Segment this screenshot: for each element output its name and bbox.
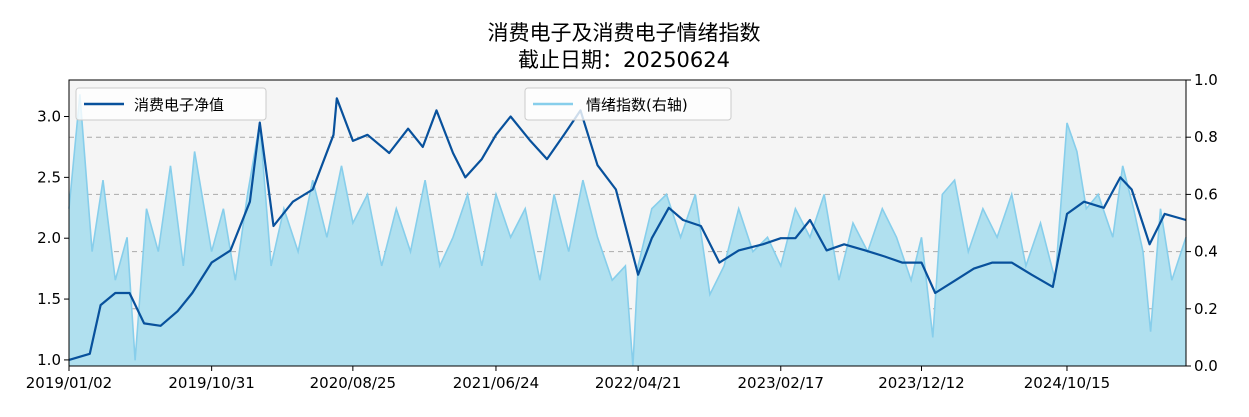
- right-tick-label-2: 0.4: [1194, 243, 1218, 261]
- chart-title: 消费电子及消费电子情绪指数: [488, 21, 761, 45]
- right-tick-label-1: 0.2: [1194, 300, 1218, 318]
- left-tick-label-0: 1.0: [37, 351, 61, 369]
- left-tick-label-2: 2.0: [37, 229, 61, 247]
- plot-frame: [68, 79, 1187, 367]
- sentiment-area: [69, 94, 1186, 367]
- left-axis: 1.0 1.5 2.0 2.5 3.0: [37, 108, 69, 369]
- legend-sentiment-label: 情绪指数(右轴): [586, 96, 688, 114]
- x-tick-label-1: 2019/10/31: [168, 374, 254, 392]
- legend-left-box: [75, 87, 267, 121]
- nav-line: [68, 97, 1187, 361]
- right-tick-label-5: 1.0: [1194, 71, 1218, 89]
- x-tick-label-3: 2021/06/24: [453, 374, 539, 392]
- left-tick-label-4: 3.0: [37, 108, 61, 126]
- x-tick-label-6: 2023/12/12: [878, 374, 964, 392]
- left-tick-label-1: 1.5: [37, 290, 61, 308]
- right-axis: 0.0 0.2 0.4 0.6 0.8 1.0: [1186, 71, 1218, 375]
- x-tick-label-7: 2024/10/15: [1024, 374, 1110, 392]
- legend-right-box: [524, 87, 732, 121]
- x-tick-label-5: 2023/02/17: [738, 374, 824, 392]
- legend-right: 情绪指数(右轴): [524, 87, 732, 121]
- left-tick-label-3: 2.5: [37, 168, 61, 186]
- right-tick-label-4: 0.8: [1194, 128, 1218, 146]
- legend-nav-label: 消费电子净值: [134, 96, 224, 114]
- legend-left: 消费电子净值: [75, 87, 267, 121]
- chart-subtitle: 截止日期：20250624: [518, 48, 730, 72]
- nav-line-layer: [68, 97, 1187, 361]
- x-tick-label-0: 2019/01/02: [26, 374, 112, 392]
- x-axis: 2019/01/02 2019/10/31 2020/08/25 2021/06/24…: [26, 366, 1110, 392]
- x-tick-label-2: 2020/08/25: [310, 374, 396, 392]
- right-tick-label-0: 0.0: [1194, 357, 1218, 375]
- x-tick-label-4: 2022/04/21: [595, 374, 681, 392]
- right-tick-label-3: 0.6: [1194, 185, 1218, 203]
